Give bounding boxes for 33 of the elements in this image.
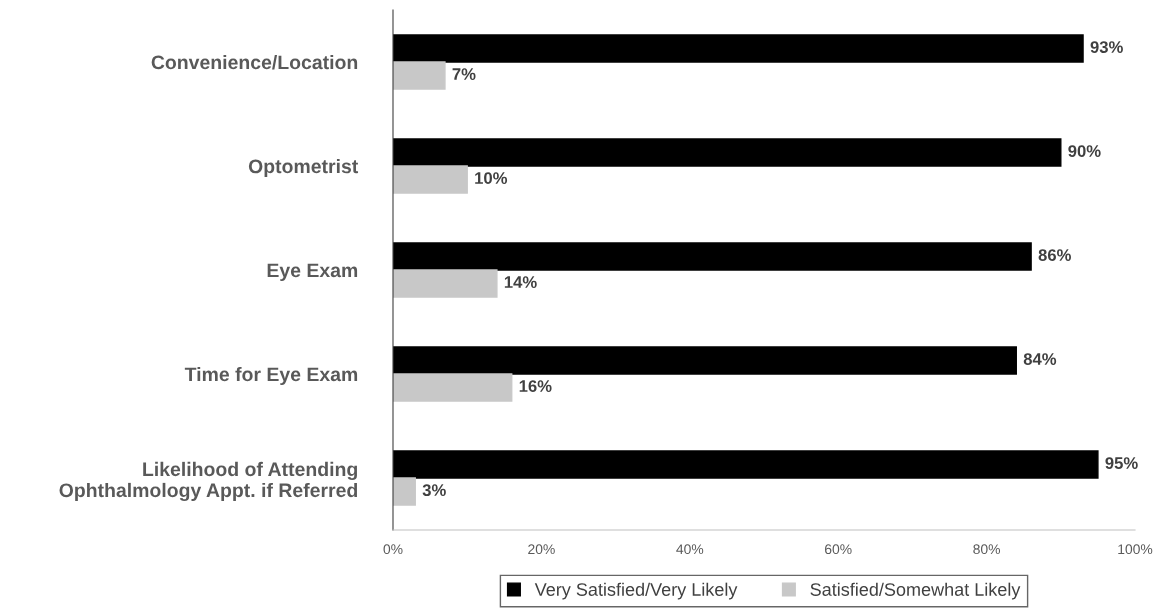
y-tick-label: Time for Eye Exam [184,366,358,386]
data-label: 7% [452,68,476,80]
data-label: 84% [1023,353,1057,365]
x-tick-label: 20% [528,544,555,555]
y-tick-label: Likelihood of Attending Ophthalmology Appt. if Referred [59,461,358,502]
data-label: 16% [519,380,552,392]
data-label: 14% [504,276,537,288]
legend-label: Very Satisfied/Very Likely [534,582,738,600]
x-tick-label: 0% [383,544,403,555]
bar [393,477,416,506]
bar [393,61,446,90]
bar [393,373,513,402]
data-label: 3% [422,484,446,497]
data-label: 93% [1090,41,1123,53]
x-tick-label: 60% [825,544,852,555]
y-tick-label: Convenience/Location [151,54,358,70]
y-tick-label: Eye Exam [267,263,358,282]
bar [393,242,1032,271]
y-tick-label: Optometrist [248,158,359,178]
bar [393,34,1084,63]
legend-label: Satisfied/Somewhat Likely [810,582,1021,600]
x-tick-label: 80% [973,544,1001,555]
data-label: 10% [475,172,508,184]
x-tick-label: 40% [676,544,704,555]
x-tick-label: 100% [1118,544,1153,555]
data-label: 86% [1038,249,1071,261]
data-label: 95% [1105,457,1138,469]
bar [393,346,1017,375]
bar [393,138,1062,167]
bar [393,269,498,298]
bar [393,165,468,194]
data-label: 90% [1068,145,1101,157]
bar [393,450,1099,479]
